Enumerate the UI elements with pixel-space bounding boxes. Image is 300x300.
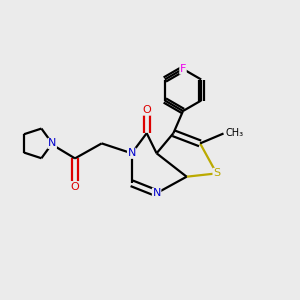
Text: F: F: [180, 64, 186, 74]
Text: CH₃: CH₃: [225, 128, 243, 139]
Text: N: N: [128, 148, 136, 158]
Text: O: O: [70, 182, 80, 192]
Text: S: S: [213, 168, 220, 178]
Text: O: O: [142, 105, 151, 115]
Text: N: N: [152, 188, 161, 198]
Text: N: N: [48, 138, 56, 148]
